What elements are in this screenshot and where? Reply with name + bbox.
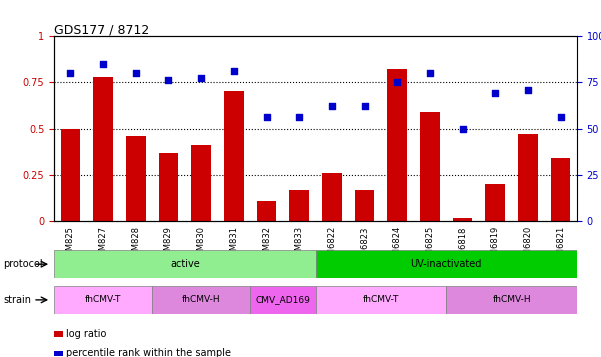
Text: protocol: protocol (3, 259, 43, 269)
Text: UV-inactivated: UV-inactivated (410, 259, 482, 269)
Bar (388, 69, 407, 221)
Bar (453, 218, 472, 221)
Bar (322, 173, 341, 221)
Point (425, 70, 435, 76)
Point (556, 115, 566, 120)
Point (327, 104, 337, 109)
Point (131, 70, 141, 76)
Point (229, 68, 239, 74)
Text: active: active (170, 259, 200, 269)
FancyBboxPatch shape (152, 286, 250, 314)
Point (66, 70, 75, 76)
Bar (126, 136, 145, 221)
FancyBboxPatch shape (250, 286, 316, 314)
Bar (355, 190, 374, 221)
Point (197, 76, 206, 81)
Point (360, 104, 370, 109)
Bar (551, 158, 570, 221)
Point (163, 77, 173, 83)
Bar (289, 190, 309, 221)
Bar (61, 129, 80, 221)
Text: CMV_AD169: CMV_AD169 (255, 295, 310, 305)
Point (99, 61, 108, 66)
Text: percentile rank within the sample: percentile rank within the sample (66, 348, 231, 357)
Text: strain: strain (3, 295, 31, 305)
FancyBboxPatch shape (316, 250, 577, 278)
Point (294, 115, 304, 120)
Text: fhCMV-H: fhCMV-H (492, 295, 531, 305)
Text: log ratio: log ratio (66, 329, 106, 339)
FancyBboxPatch shape (446, 286, 577, 314)
Point (458, 126, 468, 131)
Bar (93, 76, 113, 221)
FancyBboxPatch shape (316, 286, 446, 314)
Point (523, 87, 532, 92)
FancyBboxPatch shape (54, 286, 152, 314)
Text: fhCMV-T: fhCMV-T (362, 295, 399, 305)
Text: fhCMV-T: fhCMV-T (85, 295, 121, 305)
Bar (420, 112, 440, 221)
Point (490, 90, 500, 96)
FancyBboxPatch shape (54, 250, 316, 278)
Bar (224, 91, 243, 221)
Bar (518, 134, 538, 221)
Bar (486, 184, 505, 221)
Text: GDS177 / 8712: GDS177 / 8712 (54, 23, 149, 36)
Point (261, 115, 271, 120)
Text: fhCMV-H: fhCMV-H (182, 295, 221, 305)
Point (392, 79, 402, 85)
Bar (191, 145, 211, 221)
Bar (159, 153, 178, 221)
Bar (257, 201, 276, 221)
